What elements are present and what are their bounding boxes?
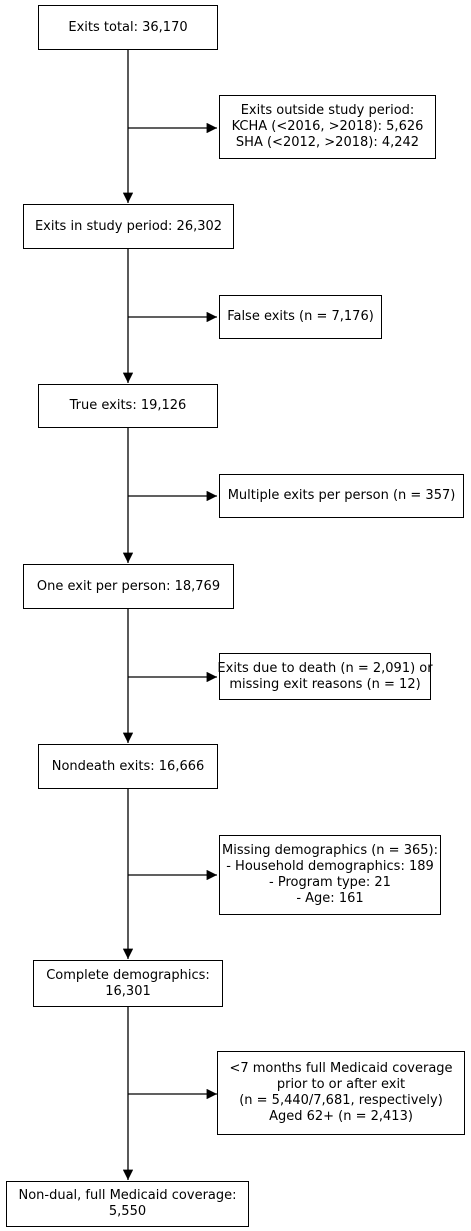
box-false-exits: False exits (n = 7,176) — [219, 295, 382, 339]
box-complete-demographics: Complete demographics: 16,301 — [33, 960, 223, 1007]
box-exits-outside-study-period: Exits outside study period: KCHA (<2016,… — [219, 95, 436, 159]
box-exits-total: Exits total: 36,170 — [38, 5, 218, 50]
box-medicaid-coverage-exclusions: <7 months full Medicaid coverage prior t… — [217, 1051, 465, 1135]
box-exits-due-to-death: Exits due to death (n = 2,091) or missin… — [217, 653, 433, 700]
box-nondeath-exits: Nondeath exits: 16,666 — [38, 744, 218, 789]
box-true-exits: True exits: 19,126 — [38, 384, 218, 428]
box-one-exit-per-person: One exit per person: 18,769 — [23, 564, 234, 609]
box-non-dual-full-medicaid: Non-dual, full Medicaid coverage: 5,550 — [6, 1181, 249, 1227]
box-exits-in-study-period: Exits in study period: 26,302 — [23, 204, 234, 249]
box-multiple-exits: Multiple exits per person (n = 357) — [219, 474, 464, 518]
box-missing-demographics: Missing demographics (n = 365): - Househ… — [219, 835, 441, 915]
